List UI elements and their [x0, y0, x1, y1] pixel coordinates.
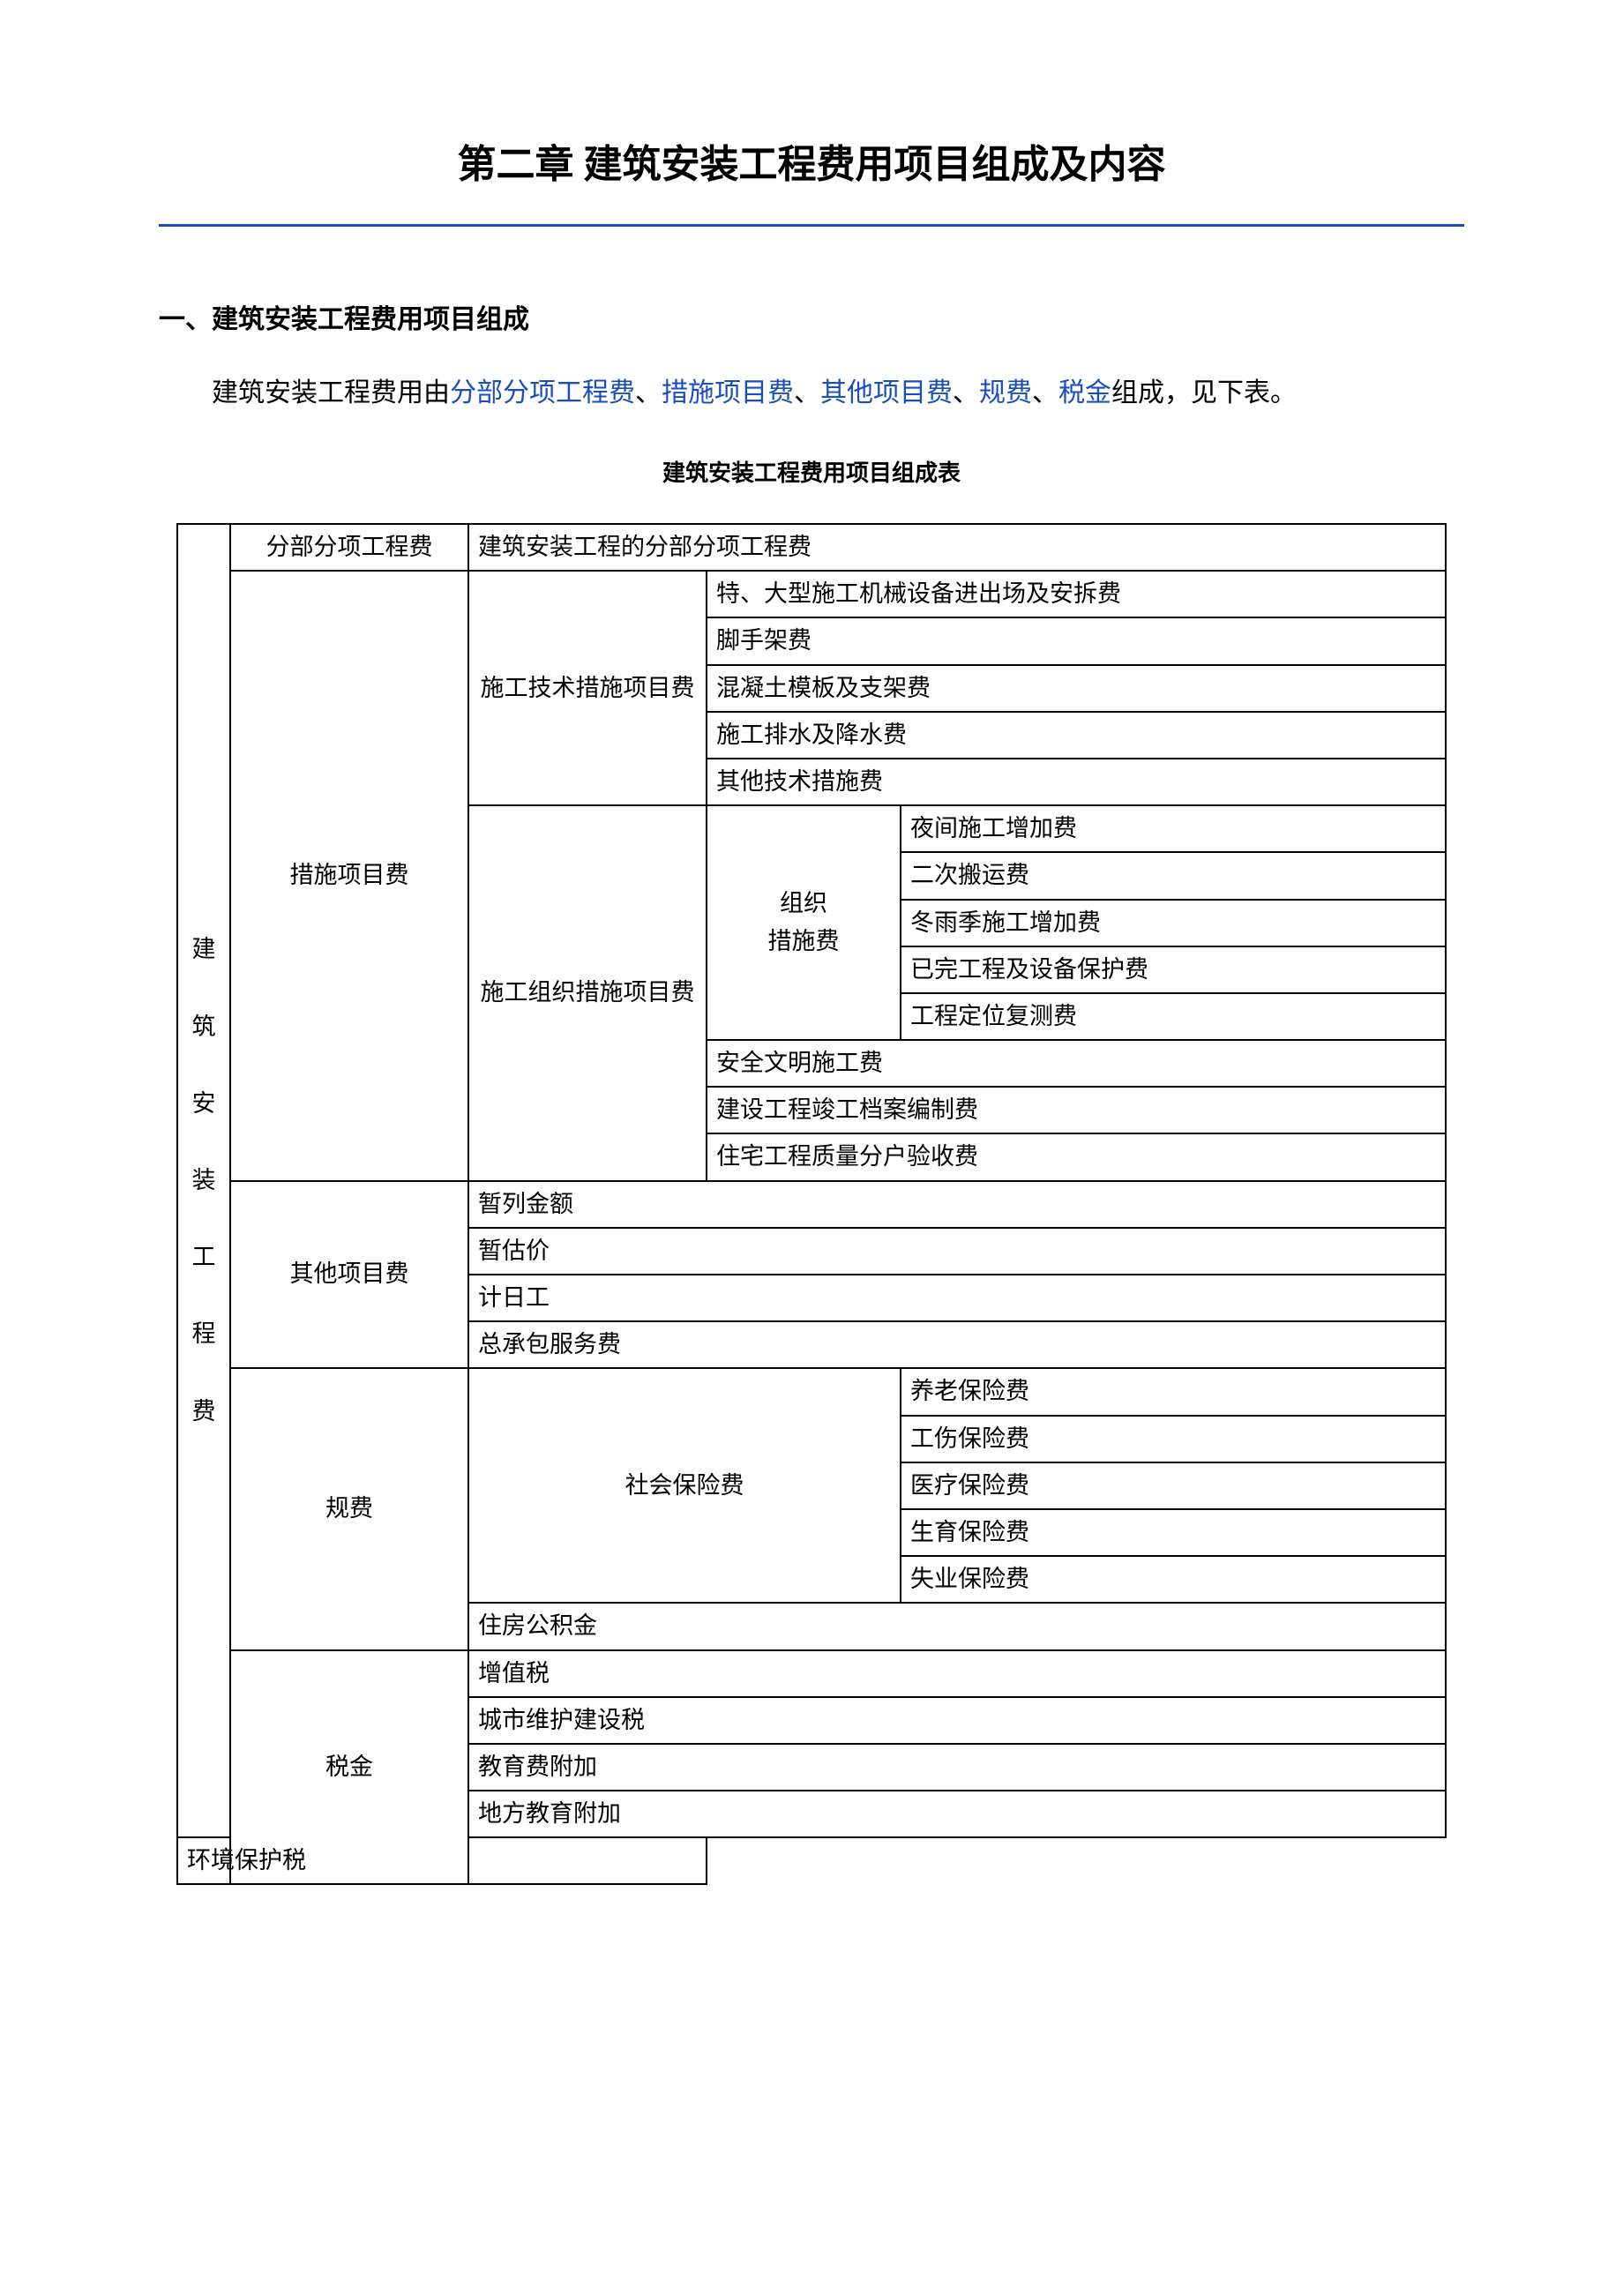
title-underline [159, 224, 1464, 227]
intro-sep-1: 、 [635, 378, 662, 408]
left-char: 费 [187, 1373, 221, 1450]
sub2b-mid-label: 组织 措施费 [707, 805, 901, 1040]
sub2b-label: 施工组织措施项目费 [468, 805, 707, 1181]
cat4-sub1-label: 社会保险费 [468, 1368, 901, 1603]
sub2a-r5: 其他技术措施费 [707, 759, 1446, 805]
intro-prefix: 建筑安装工程费用由 [212, 378, 450, 408]
table-row: 建 筑 安 装 工 程 费 分部分项工程费 建筑安装工程的分部分项工程费 [177, 524, 1446, 571]
cat5-r2: 城市维护建设税 [468, 1697, 1446, 1744]
cat4-r5: 失业保险费 [901, 1556, 1446, 1603]
intro-paragraph: 建筑安装工程费用由分部分项工程费、措施项目费、其他项目费、规费、税金组成，见下表… [159, 367, 1464, 420]
cat5-r4: 地方教育附加 [468, 1791, 1446, 1837]
cat4-r1: 养老保险费 [901, 1368, 1446, 1415]
table-row: 措施项目费 施工技术措施项目费 特、大型施工机械设备进出场及安拆费 [177, 571, 1446, 617]
intro-sep-2: 、 [794, 378, 820, 408]
cat5-r5: 环境保护税 [177, 1837, 707, 1884]
intro-part-b: 措施项目费 [662, 378, 794, 408]
cat4-r2: 工伤保险费 [901, 1416, 1446, 1462]
sub2b-mid-line2: 措施费 [716, 923, 891, 961]
sub2b-r2: 二次搬运费 [901, 852, 1446, 899]
cat1-label: 分部分项工程费 [230, 524, 468, 571]
left-char: 程 [187, 1296, 221, 1372]
section-heading-1: 一、建筑安装工程费用项目组成 [159, 297, 1464, 336]
intro-part-a: 分部分项工程费 [450, 378, 635, 408]
sub2a-r3: 混凝土模板及支架费 [707, 665, 1446, 712]
intro-part-d: 规费 [979, 378, 1032, 408]
cat3-label: 其他项目费 [230, 1181, 468, 1369]
sub2a-r2: 脚手架费 [707, 617, 1446, 664]
left-char: 安 [187, 1066, 221, 1142]
intro-suffix: 组成，见下表。 [1111, 378, 1297, 408]
sub2b-x1: 安全文明施工费 [707, 1040, 1446, 1087]
table-row: 其他项目费 暂列金额 [177, 1181, 1446, 1228]
left-label-cell: 建 筑 安 装 工 程 费 [177, 524, 230, 1837]
left-char: 装 [187, 1142, 221, 1219]
left-char: 工 [187, 1219, 221, 1296]
sub2a-r4: 施工排水及降水费 [707, 712, 1446, 759]
intro-sep-4: 、 [1032, 378, 1058, 408]
cat3-r2: 暂估价 [468, 1228, 1446, 1275]
cost-composition-table: 建 筑 安 装 工 程 费 分部分项工程费 建筑安装工程的分部分项工程费 措施项… [176, 523, 1447, 1885]
cat3-r4: 总承包服务费 [468, 1321, 1446, 1368]
cat4-r3: 医疗保险费 [901, 1462, 1446, 1509]
table-row: 环境保护税 [177, 1837, 1446, 1884]
cat2-label: 措施项目费 [230, 571, 468, 1180]
sub2b-r1: 夜间施工增加费 [901, 805, 1446, 852]
sub2b-r4: 已完工程及设备保护费 [901, 946, 1446, 993]
cat4-x1: 住房公积金 [468, 1603, 1446, 1649]
left-char: 筑 [187, 989, 221, 1066]
table-row: 规费 社会保险费 养老保险费 [177, 1368, 1446, 1415]
sub2b-x3: 住宅工程质量分户验收费 [707, 1133, 1446, 1180]
table-caption: 建筑安装工程费用项目组成表 [159, 455, 1464, 488]
left-char: 建 [187, 911, 221, 988]
cat3-r1: 暂列金额 [468, 1181, 1446, 1228]
cat5-r3: 教育费附加 [468, 1744, 1446, 1791]
sub2a-r1: 特、大型施工机械设备进出场及安拆费 [707, 571, 1446, 617]
page-title: 第二章 建筑安装工程费用项目组成及内容 [159, 132, 1464, 189]
sub2b-r3: 冬雨季施工增加费 [901, 900, 1446, 946]
intro-part-c: 其他项目费 [820, 378, 953, 408]
cat5-r1: 增值税 [468, 1650, 1446, 1697]
sub2b-x2: 建设工程竣工档案编制费 [707, 1087, 1446, 1133]
cat4-r4: 生育保险费 [901, 1509, 1446, 1556]
cat4-label: 规费 [230, 1368, 468, 1649]
cat1-desc: 建筑安装工程的分部分项工程费 [468, 524, 1446, 571]
intro-sep-3: 、 [953, 378, 979, 408]
cat3-r3: 计日工 [468, 1275, 1446, 1321]
sub2a-label: 施工技术措施项目费 [468, 571, 707, 805]
sub2b-mid-line1: 组织 [716, 885, 891, 923]
intro-part-e: 税金 [1058, 378, 1111, 408]
table-row: 税金 增值税 [177, 1650, 1446, 1697]
sub2b-r5: 工程定位复测费 [901, 993, 1446, 1040]
